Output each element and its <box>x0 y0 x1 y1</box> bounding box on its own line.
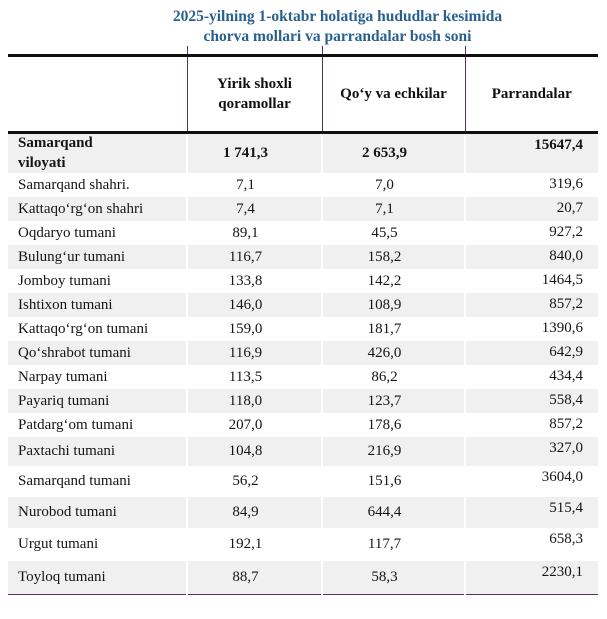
table-row: Kattaqo‘rg‘on shahri 7,4 7,1 20,7 <box>8 197 598 222</box>
region-name-cell: Ishtixon tumani <box>18 296 113 313</box>
sheep-goats-value: 7,0 <box>321 173 465 198</box>
cattle-value: 104,8 <box>186 437 322 467</box>
region-name-cell: Paxtachi tumani <box>18 443 116 460</box>
region-name-cell: Bulung‘ur tumani <box>18 248 126 265</box>
strip-cell <box>8 46 187 56</box>
sheep-goats-value: 151,6 <box>321 466 465 498</box>
poultry-value: 2230,1 <box>464 561 598 595</box>
header-divider-strip <box>8 46 598 56</box>
table-row: Ishtixon tumani 146,0 108,9 857,2 <box>8 293 598 318</box>
poultry-value: 558,4 <box>464 389 598 414</box>
cattle-value: 207,0 <box>186 413 322 438</box>
table-row: Samarqand tumani 56,2 151,6 3604,0 <box>8 466 598 498</box>
sheep-goats-value: 644,4 <box>321 497 465 529</box>
region-name-cell: Urgut tumani <box>18 536 99 553</box>
cattle-value: 84,9 <box>186 497 322 529</box>
region-name-cell: Kattaqo‘rg‘on shahri <box>18 200 144 217</box>
cattle-value: 56,2 <box>186 466 322 498</box>
sheep-goats-value: 7,1 <box>321 197 465 222</box>
poultry-value: 20,7 <box>464 197 598 222</box>
cattle-value: 113,5 <box>186 365 322 390</box>
poultry-value: 642,9 <box>464 341 598 366</box>
region-name-cell: Qo‘shrabot tumani <box>18 344 131 361</box>
region-name-cell: Toyloq tumani <box>8 561 187 595</box>
table-row: Jomboy tumani 133,8 142,2 1464,5 <box>8 269 598 294</box>
poultry-value: 927,2 <box>464 221 598 246</box>
sheep-goats-value: 45,5 <box>321 221 465 246</box>
strip-cell <box>321 46 465 56</box>
sheep-goats-value: 2 653,9 <box>321 132 465 174</box>
table-row: Qo‘shrabot tumani 116,9 426,0 642,9 <box>8 341 598 366</box>
cattle-value: 1 741,3 <box>186 132 322 174</box>
table-row: Samarqand shahri. 7,1 7,0 319,6 <box>8 173 598 198</box>
region-name-cell: Kattaqo‘rg‘on tumani <box>18 320 149 337</box>
column-header-poultry: Parrandalar <box>464 54 598 135</box>
cattle-value: 192,1 <box>186 528 322 562</box>
column-header-sheep-goats: Qo‘y va echkilar <box>321 54 465 135</box>
sheep-goats-value: 117,7 <box>321 528 465 562</box>
table-row: Payariq tumani 118,0 123,7 558,4 <box>8 389 598 414</box>
strip-cell <box>186 46 322 56</box>
poultry-value: 1390,6 <box>464 317 598 342</box>
sheep-goats-value: 86,2 <box>321 365 465 390</box>
region-name-cell: Payariq tumani <box>18 392 110 409</box>
cattle-value: 7,1 <box>186 173 322 198</box>
cattle-value: 7,4 <box>186 197 322 222</box>
table-row: Paxtachi tumani 104,8 216,9 327,0 <box>8 437 598 467</box>
region-name-cell: Patdarg‘om tumani <box>18 416 134 433</box>
poultry-value: 515,4 <box>464 497 598 529</box>
table-row: Toyloq tumani 88,7 58,3 2230,1 <box>8 561 598 595</box>
cattle-value: 133,8 <box>186 269 322 294</box>
region-name-cell: Samarqand viloyati <box>18 135 93 171</box>
sheep-goats-value: 178,6 <box>321 413 465 438</box>
poultry-value: 857,2 <box>464 413 598 438</box>
poultry-value: 3604,0 <box>464 466 598 498</box>
poultry-value: 1464,5 <box>464 269 598 294</box>
livestock-table: Yirik shoxli qoramollar Qo‘y va echkilar… <box>8 46 598 595</box>
sheep-goats-value: 181,7 <box>321 317 465 342</box>
corner-cell <box>8 54 187 135</box>
poultry-value: 319,6 <box>464 173 598 198</box>
table-row: Bulung‘ur tumani 116,7 158,2 840,0 <box>8 245 598 270</box>
sheep-goats-value: 426,0 <box>321 341 465 366</box>
region-name-cell: Samarqand shahri. <box>18 176 130 193</box>
table-row: Narpay tumani 113,5 86,2 434,4 <box>8 365 598 390</box>
poultry-value: 857,2 <box>464 293 598 318</box>
report-title-line1: 2025-yilning 1-oktabr holatiga hududlar … <box>172 8 503 25</box>
sheep-goats-value: 108,9 <box>321 293 465 318</box>
cattle-value: 116,9 <box>186 341 322 366</box>
table-row-region-total: Samarqand viloyati 1 741,3 2 653,9 15647… <box>8 132 598 174</box>
poultry-value: 15647,4 <box>464 132 598 174</box>
strip-cell <box>464 46 598 56</box>
column-header-cattle: Yirik shoxli qoramollar <box>186 54 322 135</box>
region-name-cell: Nurobod tumani <box>18 504 117 521</box>
cattle-value: 116,7 <box>186 245 322 270</box>
region-name-cell: Narpay tumani <box>18 368 108 385</box>
report-title-line2: chorva mollari va parrandalar bosh soni <box>203 27 472 45</box>
table-row: Urgut tumani 192,1 117,7 658,3 <box>8 528 598 562</box>
cattle-value: 146,0 <box>186 293 322 318</box>
table-row: Patdarg‘om tumani 207,0 178,6 857,2 <box>8 413 598 438</box>
region-name-cell: Jomboy tumani <box>18 272 111 289</box>
sheep-goats-value: 58,3 <box>321 561 465 595</box>
cattle-value: 89,1 <box>186 221 322 246</box>
report-title: 2025-yilning 1-oktabr holatiga hududlar … <box>68 7 607 46</box>
header-row: Yirik shoxli qoramollar Qo‘y va echkilar… <box>8 54 598 135</box>
cattle-value: 118,0 <box>186 389 322 414</box>
table-row: Kattaqo‘rg‘on tumani 159,0 181,7 1390,6 <box>8 317 598 342</box>
poultry-value: 658,3 <box>464 528 598 562</box>
poultry-value: 434,4 <box>464 365 598 390</box>
sheep-goats-value: 158,2 <box>321 245 465 270</box>
region-name-cell: Oqdaryo tumani <box>18 224 116 241</box>
region-name-cell: Samarqand tumani <box>18 473 131 490</box>
sheep-goats-value: 142,2 <box>321 269 465 294</box>
sheep-goats-value: 216,9 <box>321 437 465 467</box>
poultry-value: 840,0 <box>464 245 598 270</box>
sheep-goats-value: 123,7 <box>321 389 465 414</box>
cattle-value: 88,7 <box>186 561 322 595</box>
poultry-value: 327,0 <box>464 437 598 467</box>
cattle-value: 159,0 <box>186 317 322 342</box>
table-row: Nurobod tumani 84,9 644,4 515,4 <box>8 497 598 529</box>
table-row: Oqdaryo tumani 89,1 45,5 927,2 <box>8 221 598 246</box>
